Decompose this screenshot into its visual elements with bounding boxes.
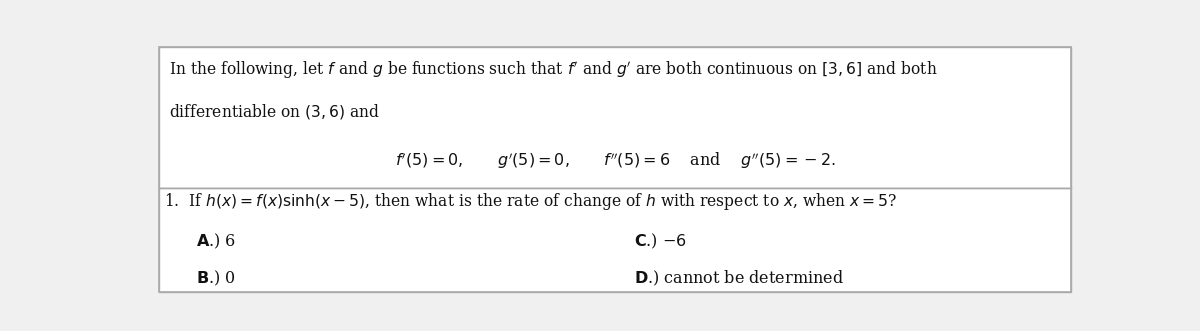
Text: $\mathbf{A}$.) 6: $\mathbf{A}$.) 6 — [197, 232, 236, 252]
FancyBboxPatch shape — [160, 47, 1070, 188]
Text: $\mathbf{B}$.) 0: $\mathbf{B}$.) 0 — [197, 269, 236, 288]
Text: $\mathbf{C}$.) $-6$: $\mathbf{C}$.) $-6$ — [634, 232, 686, 252]
Text: In the following, let $f$ and $g$ be functions such that $f'$ and $g'$ are both : In the following, let $f$ and $g$ be fun… — [168, 59, 937, 80]
FancyBboxPatch shape — [160, 188, 1070, 292]
Text: 1.  If $h(x) = f(x)\sinh(x - 5)$, then what is the rate of change of $h$ with re: 1. If $h(x) = f(x)\sinh(x - 5)$, then wh… — [164, 191, 898, 213]
Text: differentiable on $(3, 6)$ and: differentiable on $(3, 6)$ and — [168, 102, 379, 121]
Text: $\mathbf{D}$.) cannot be determined: $\mathbf{D}$.) cannot be determined — [634, 269, 844, 288]
Text: $f'(5) = 0, \quad\quad g'(5) = 0, \quad\quad f''(5) = 6 \quad$ and $\quad g''(5): $f'(5) = 0, \quad\quad g'(5) = 0, \quad\… — [395, 151, 835, 171]
